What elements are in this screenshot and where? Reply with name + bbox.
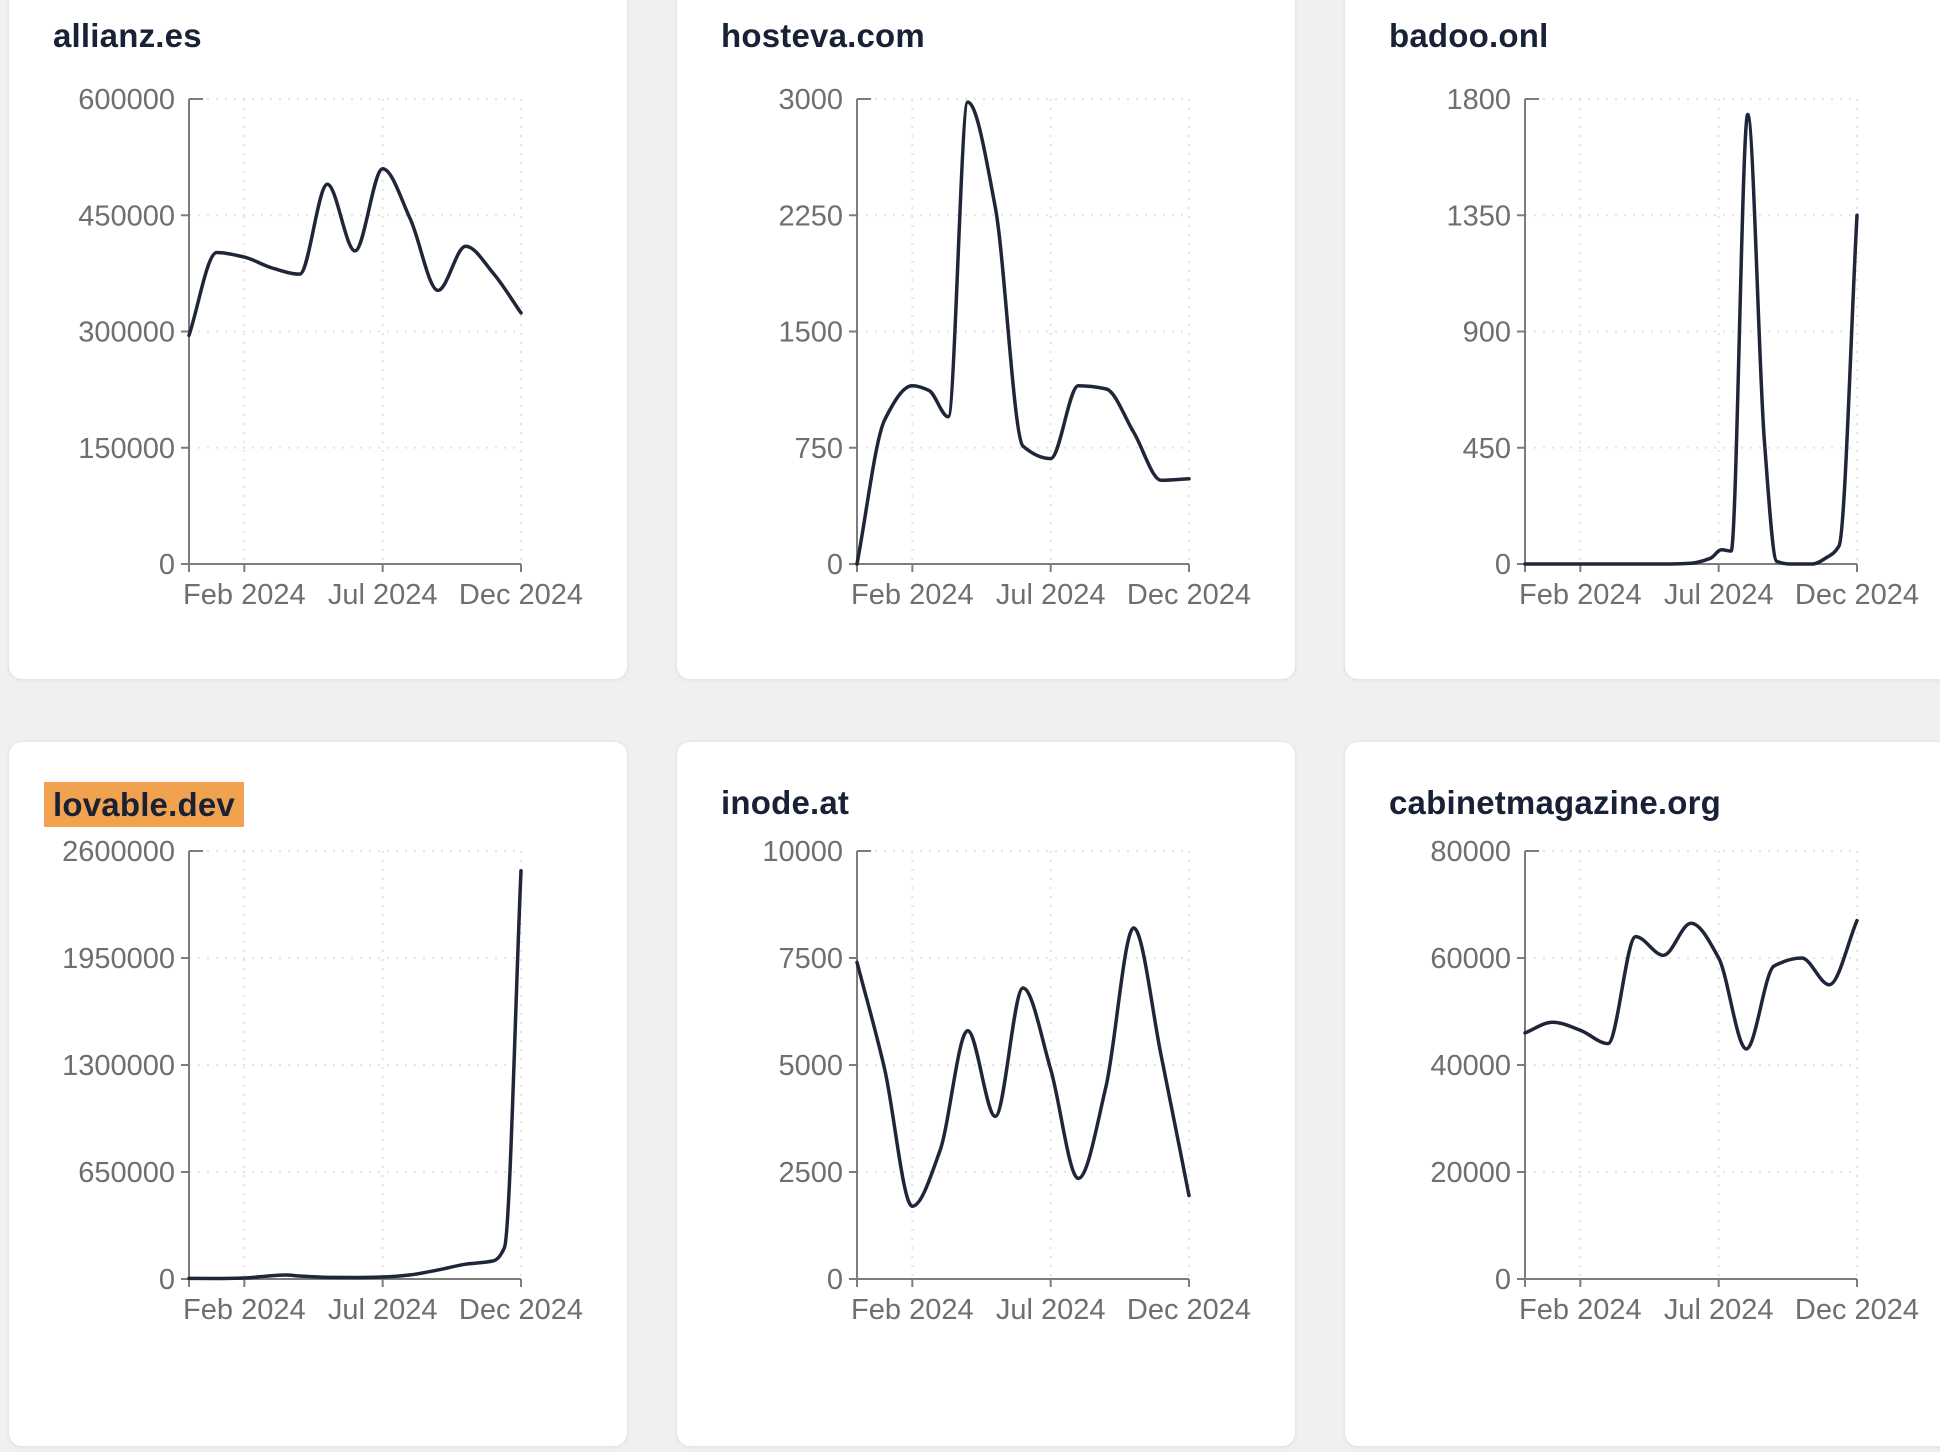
traffic-sparkline-chart: 0 150000 300000 450000 600000 Feb 2024 Jul 202… (78, 84, 583, 611)
x-axis-tick-label: Dec 2024 (1795, 579, 1919, 611)
x-axis-tick-label: Feb 2024 (183, 579, 306, 611)
x-axis-tick-label: Dec 2024 (1127, 579, 1251, 611)
y-axis-tick-label: 1300000 (62, 1050, 175, 1082)
x-axis-tick-label: Jul 2024 (996, 579, 1106, 611)
y-axis-tick-label: 0 (159, 1264, 175, 1296)
y-axis-tick-label: 900 (1463, 317, 1511, 349)
x-axis-tick-label: Feb 2024 (183, 1294, 306, 1326)
traffic-sparkline-chart: 0 750 1500 2250 3000 Feb 2024 Jul 2024 Dec 2024 (778, 84, 1251, 611)
domain-title-text[interactable]: cabinetmagazine.org (1389, 784, 1722, 821)
traffic-line (187, 869, 523, 1281)
chart-card-hosteva-com: hosteva.com 0 750 1500 2250 3000 Feb 2024 Jul … (676, 0, 1296, 680)
domain-title[interactable]: hosteva.com (721, 15, 925, 56)
traffic-sparkline-chart: 0 20000 40000 60000 80000 Feb 2024 Jul 2024 Dec… (1430, 836, 1919, 1326)
domain-title-text[interactable]: allianz.es (53, 17, 202, 54)
domain-title-text[interactable]: inode.at (721, 784, 850, 821)
domain-title[interactable]: allianz.es (53, 15, 202, 56)
x-axis-tick-label: Jul 2024 (996, 1294, 1106, 1326)
traffic-line (187, 167, 523, 338)
domain-title-text[interactable]: hosteva.com (721, 17, 925, 54)
y-axis-tick-label: 5000 (778, 1050, 843, 1082)
traffic-sparkline-chart: 0 650000 1300000 1950000 2600000 Feb 2024 Jul … (62, 836, 583, 1326)
y-axis-tick-label: 0 (1495, 1264, 1511, 1296)
traffic-line (1523, 112, 1859, 566)
domain-title-text[interactable]: badoo.onl (1389, 17, 1549, 54)
y-axis-tick-label: 3000 (778, 84, 843, 116)
y-axis-tick-label: 2600000 (62, 836, 175, 868)
y-axis-tick-label: 40000 (1430, 1050, 1511, 1082)
chart-card-inode-at: inode.at 0 2500 5000 7500 10000 Feb 2024 Jul 2… (676, 741, 1296, 1447)
domain-title[interactable]: badoo.onl (1389, 15, 1548, 56)
x-axis-tick-label: Feb 2024 (851, 579, 974, 611)
y-axis-tick-label: 1950000 (62, 943, 175, 975)
y-axis-tick-label: 1500 (778, 317, 843, 349)
domain-title[interactable]: inode.at (721, 782, 849, 823)
y-axis-tick-label: 60000 (1430, 943, 1511, 975)
x-axis-tick-label: Jul 2024 (1664, 579, 1774, 611)
y-axis-tick-label: 0 (827, 549, 843, 581)
y-axis-tick-label: 450000 (78, 200, 175, 232)
y-axis-tick-label: 2250 (778, 200, 843, 232)
x-axis-tick-label: Jul 2024 (1664, 1294, 1774, 1326)
traffic-line (1523, 918, 1859, 1051)
y-axis-tick-label: 0 (1495, 549, 1511, 581)
traffic-line (855, 100, 1191, 566)
y-axis-tick-label: 80000 (1430, 836, 1511, 868)
chart-card-cabinetmagazine-org: cabinetmagazine.org 0 20000 40000 60000 8000… (1344, 741, 1940, 1447)
chart-card-badoo-onl: badoo.onl 0 450 900 1350 1800 Feb 2024 Jul 202… (1344, 0, 1940, 680)
y-axis-tick-label: 1350 (1446, 200, 1511, 232)
y-axis-tick-label: 0 (159, 549, 175, 581)
y-axis-tick-label: 0 (827, 1264, 843, 1296)
y-axis-tick-label: 20000 (1430, 1157, 1511, 1189)
x-axis-tick-label: Dec 2024 (459, 1294, 583, 1326)
domain-title[interactable]: lovable.dev (44, 782, 244, 828)
chart-card-lovable-dev: lovable.dev 0 650000 1300000 1950000 2600000… (8, 741, 628, 1447)
y-axis-tick-label: 750 (795, 433, 843, 465)
x-axis-tick-label: Jul 2024 (328, 1294, 438, 1326)
traffic-sparkline-chart: 0 2500 5000 7500 10000 Feb 2024 Jul 2024 Dec 20… (762, 836, 1251, 1326)
x-axis-tick-label: Feb 2024 (1519, 579, 1642, 611)
traffic-line (855, 926, 1191, 1208)
chart-card-allianz-es: allianz.es 0 150000 300000 450000 600000 Feb … (8, 0, 628, 680)
traffic-sparkline-chart: 0 450 900 1350 1800 Feb 2024 Jul 2024 Dec 2024 (1446, 84, 1919, 611)
y-axis-tick-label: 10000 (762, 836, 843, 868)
x-axis-tick-label: Jul 2024 (328, 579, 438, 611)
y-axis-tick-label: 2500 (778, 1157, 843, 1189)
y-axis-tick-label: 7500 (778, 943, 843, 975)
domain-title-text[interactable]: lovable.dev (44, 782, 244, 828)
x-axis-tick-label: Dec 2024 (1127, 1294, 1251, 1326)
x-axis-tick-label: Dec 2024 (1795, 1294, 1919, 1326)
y-axis-tick-label: 300000 (78, 317, 175, 349)
x-axis-tick-label: Feb 2024 (851, 1294, 974, 1326)
x-axis-tick-label: Feb 2024 (1519, 1294, 1642, 1326)
domain-title[interactable]: cabinetmagazine.org (1389, 782, 1721, 823)
y-axis-tick-label: 650000 (78, 1157, 175, 1189)
y-axis-tick-label: 450 (1463, 433, 1511, 465)
y-axis-tick-label: 1800 (1446, 84, 1511, 116)
y-axis-tick-label: 150000 (78, 433, 175, 465)
x-axis-tick-label: Dec 2024 (459, 579, 583, 611)
y-axis-tick-label: 600000 (78, 84, 175, 116)
